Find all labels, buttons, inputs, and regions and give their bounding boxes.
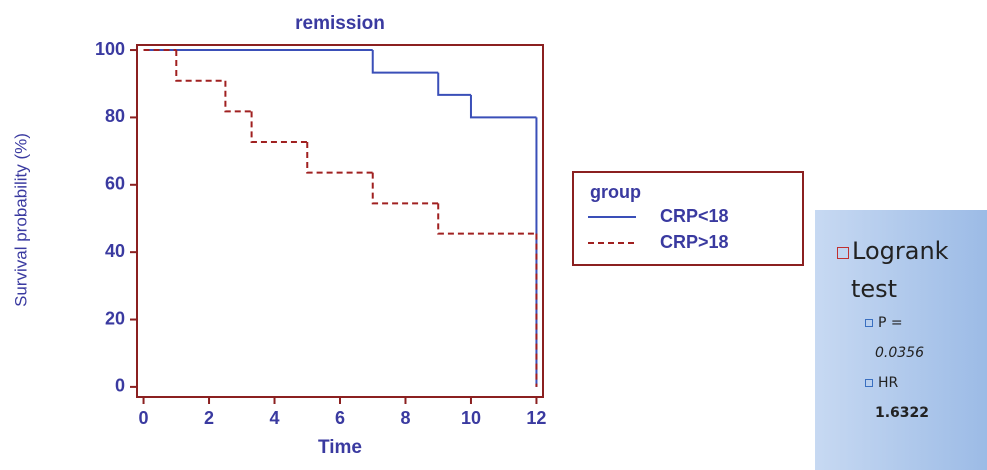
- y-tick-label: 100: [95, 39, 125, 59]
- y-tick-label: 20: [105, 308, 125, 328]
- survival-step: [250, 111, 308, 144]
- x-tick-label: 6: [335, 408, 345, 428]
- plot-frame: [136, 44, 544, 398]
- x-tick-label: 0: [139, 408, 149, 428]
- y-tick-label: 60: [105, 174, 125, 194]
- x-axis-label: Time: [318, 437, 362, 458]
- legend-label: CRP<18: [660, 206, 729, 226]
- survival-step: [469, 94, 537, 119]
- survival-step: [306, 142, 373, 174]
- chart: remission Time Survival probability (%) …: [11, 13, 804, 458]
- y-tick-label: 80: [105, 106, 125, 126]
- stats-title: Logrank test: [851, 232, 961, 308]
- y-axis-label: Survival probability (%): [11, 133, 30, 307]
- survival-step: [371, 50, 439, 74]
- x-tick-label: 12: [526, 408, 546, 428]
- survival-step: [437, 203, 537, 235]
- legend-title: group: [590, 182, 641, 202]
- survival-step: [175, 50, 226, 82]
- y-tick-label: 40: [105, 241, 125, 261]
- legend-box: [572, 171, 804, 266]
- survival-step: [371, 172, 439, 205]
- stat-value: 1.6322: [875, 405, 930, 421]
- x-tick-label: 8: [400, 408, 410, 428]
- chart-title: remission: [295, 13, 385, 34]
- stat-label: HR: [865, 375, 898, 391]
- legend-label: CRP>18: [660, 232, 729, 252]
- x-tick-label: 4: [270, 408, 280, 428]
- stats-box: Logrank test P = 0.0356 HR 1.6322: [815, 210, 987, 470]
- stat-label: P =: [865, 315, 903, 331]
- x-tick-label: 10: [461, 408, 481, 428]
- y-tick-label: 0: [115, 376, 125, 396]
- survival-step: [224, 80, 252, 113]
- survival-step: [437, 72, 471, 96]
- x-tick-label: 2: [204, 408, 214, 428]
- stat-value: 0.0356: [875, 345, 924, 361]
